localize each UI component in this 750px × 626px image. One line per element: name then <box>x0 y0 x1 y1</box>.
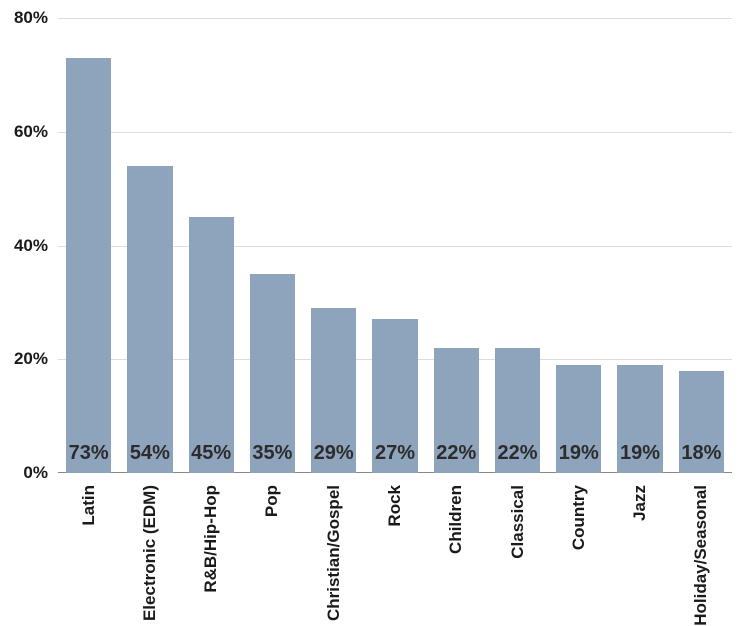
y-tick-label: 80% <box>0 8 48 28</box>
x-category-label: Christian/Gospel <box>324 485 344 621</box>
bar-value-label: 35% <box>252 442 292 465</box>
x-category-label: Rock <box>385 485 405 527</box>
bar: 18% <box>679 371 724 473</box>
y-tick-label: 0% <box>0 463 48 483</box>
bar: 19% <box>617 365 662 473</box>
bar: 54% <box>127 166 172 473</box>
bar-value-label: 73% <box>69 442 109 465</box>
bar: 45% <box>189 217 234 473</box>
x-category-label: R&B/Hip-Hop <box>201 485 221 593</box>
bars-layer: 73% 54% 45% 35% 29% 27% 22% 22% 19% 19% 18% <box>58 18 732 473</box>
bar-value-label: 54% <box>130 442 170 465</box>
bar-value-label: 19% <box>620 442 660 465</box>
bar-value-label: 27% <box>375 442 415 465</box>
plot-area: 73% 54% 45% 35% 29% 27% 22% 22% 19% 19% 18% <box>58 18 732 473</box>
x-category-label: Classical <box>508 485 528 559</box>
x-labels: Latin Electronic (EDM) R&B/Hip-Hop Pop Chris… <box>58 485 732 621</box>
x-category-label: Electronic (EDM) <box>140 485 160 621</box>
bar-value-label: 19% <box>559 442 599 465</box>
x-category-label: Latin <box>79 485 99 526</box>
bar: 22% <box>434 348 479 473</box>
x-category-label: Pop <box>262 485 282 517</box>
bar-value-label: 45% <box>191 442 231 465</box>
bar: 19% <box>556 365 601 473</box>
bar: 35% <box>250 274 295 473</box>
bar: 27% <box>372 319 417 473</box>
bar: 29% <box>311 308 356 473</box>
x-category-label: Children <box>446 485 466 554</box>
bar-chart: 73% 54% 45% 35% 29% 27% 22% 22% 19% 19% 18% 0% 20% 40… <box>0 0 750 621</box>
bar-value-label: 22% <box>498 442 538 465</box>
bar: 73% <box>66 58 111 473</box>
x-category-label: Country <box>569 485 589 550</box>
x-category-label: Jazz <box>630 485 650 521</box>
bar: 22% <box>495 348 540 473</box>
bar-value-label: 29% <box>314 442 354 465</box>
bar-value-label: 22% <box>436 442 476 465</box>
y-tick-label: 40% <box>0 236 48 256</box>
y-tick-label: 60% <box>0 122 48 142</box>
bar-value-label: 18% <box>681 442 721 465</box>
y-tick-label: 20% <box>0 349 48 369</box>
x-category-label: Holiday/Seasonal <box>691 485 711 626</box>
